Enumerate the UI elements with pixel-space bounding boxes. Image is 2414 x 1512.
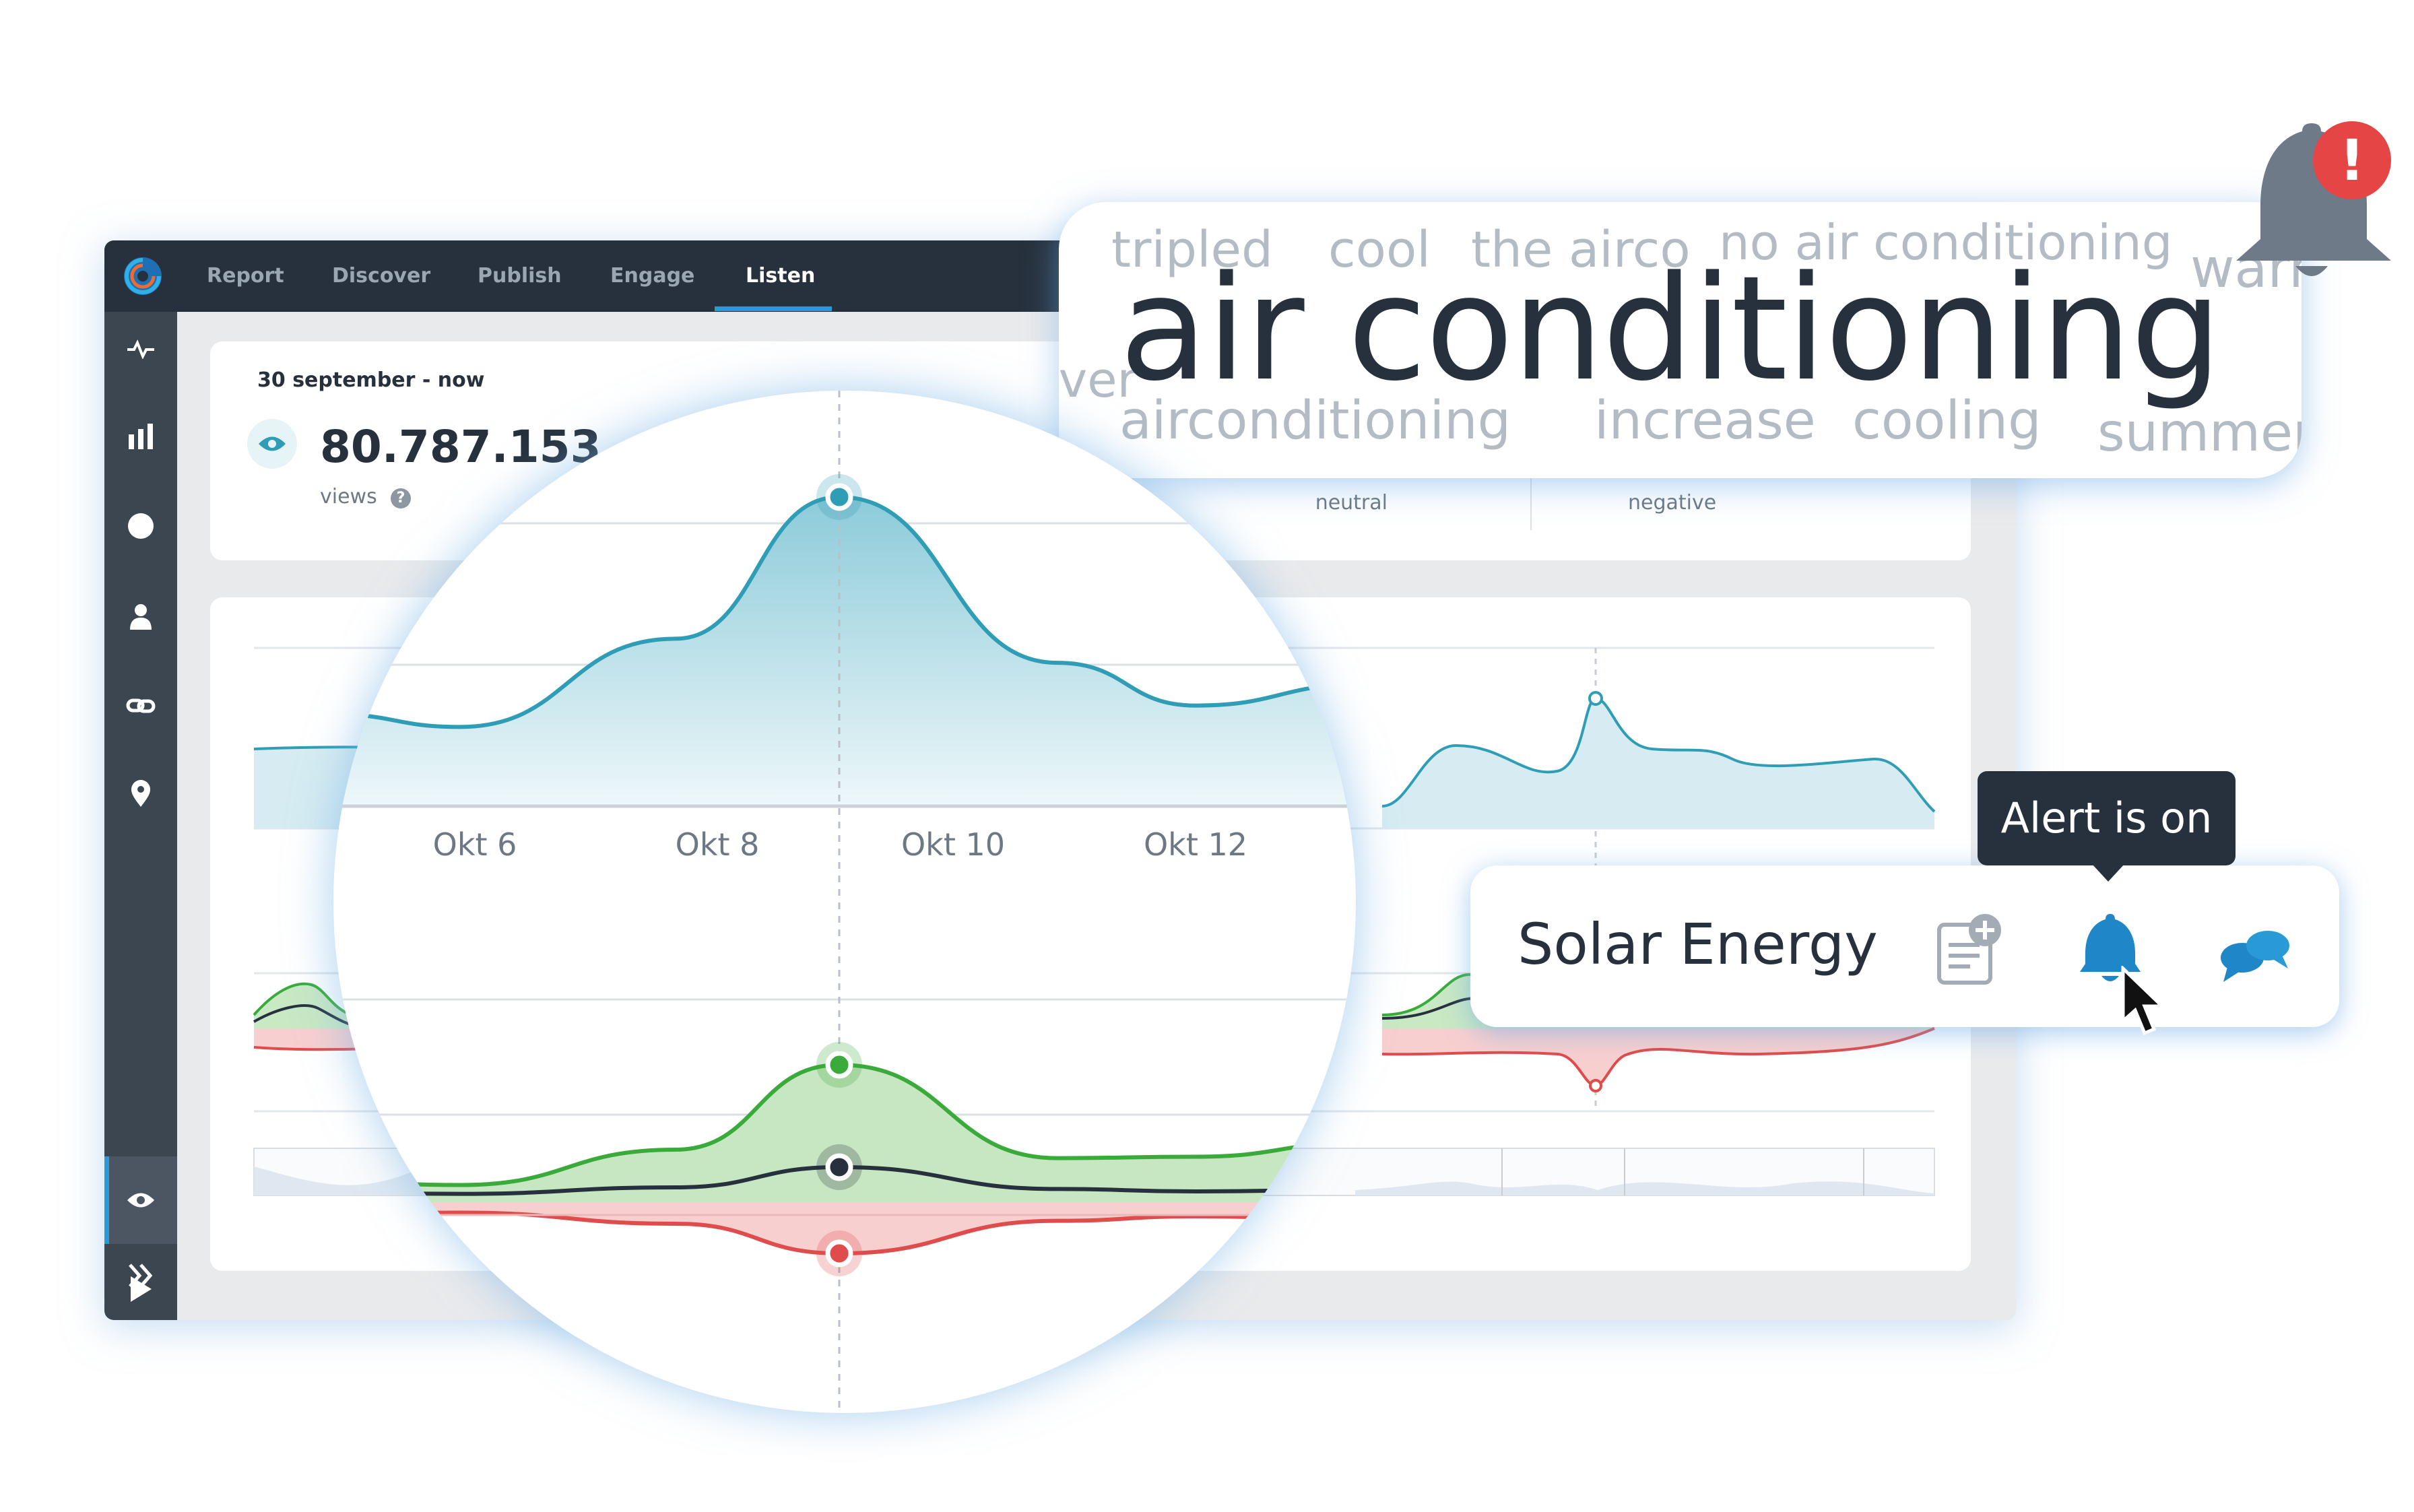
negative-point[interactable] xyxy=(1589,1079,1602,1092)
sidebar-item-audience[interactable] xyxy=(104,579,177,653)
bell-alert-icon[interactable]: ! xyxy=(2236,111,2405,286)
negative-area-left xyxy=(254,1028,372,1050)
double-chevron-right-icon[interactable] xyxy=(127,1261,157,1290)
topic-title: Solar Energy xyxy=(1518,911,1878,977)
neutral-line-left xyxy=(253,1004,366,1030)
cloud-term[interactable]: airconditioning xyxy=(1119,391,1511,451)
link-icon xyxy=(126,698,156,713)
chat-bubbles-icon[interactable] xyxy=(2218,923,2292,983)
timeline-area-left xyxy=(254,1150,466,1195)
magnified-chart: Okt 6 Okt 8 Okt 10 Okt 12 xyxy=(333,391,1356,1413)
views-point[interactable] xyxy=(1588,691,1603,706)
sidebar-item-listen[interactable] xyxy=(104,1156,177,1244)
negative-line-right xyxy=(1381,1027,1935,1088)
app-logo-icon[interactable] xyxy=(122,255,164,297)
mouse-pointer-icon xyxy=(2121,966,2167,1036)
sidebar-item-video[interactable] xyxy=(104,1252,177,1320)
help-icon[interactable]: ? xyxy=(391,488,411,508)
tab-engage[interactable]: Engage xyxy=(610,264,695,288)
tooltip-arrow xyxy=(2092,864,2124,882)
tab-discover[interactable]: Discover xyxy=(332,264,431,288)
sidebar-item-links[interactable] xyxy=(104,669,177,743)
x-tick-label: Okt 6 xyxy=(433,826,517,863)
tab-listen[interactable]: Listen xyxy=(746,264,816,288)
divider xyxy=(1530,456,1532,530)
sidebar-item-locations[interactable] xyxy=(104,756,177,830)
word-cloud-bubble: tripled cool the airco no air conditioni… xyxy=(1059,202,2302,478)
cloud-term[interactable]: increase xyxy=(1594,391,1816,451)
cloud-main-term[interactable]: air conditioning xyxy=(1119,245,2222,413)
positive-area xyxy=(333,1065,1356,1202)
date-range[interactable]: 30 september - now xyxy=(257,368,485,392)
bar-chart-icon xyxy=(129,424,153,449)
neutral-peak-point[interactable] xyxy=(825,1153,853,1181)
views-area-right xyxy=(1382,698,1934,828)
alert-badge-text: ! xyxy=(2339,127,2365,193)
tab-report[interactable]: Report xyxy=(207,264,284,288)
user-icon xyxy=(130,604,152,630)
eye-icon xyxy=(259,436,286,451)
bell-icon[interactable] xyxy=(2080,913,2141,987)
views-value: 80.787.153 xyxy=(320,421,601,473)
negative-area-right xyxy=(1382,1028,1934,1086)
chart-magnifier: Okt 6 Okt 8 Okt 10 Okt 12 xyxy=(333,391,1356,1413)
cloud-term[interactable]: cooling xyxy=(1852,391,2042,451)
alert-tooltip: Alert is on xyxy=(1978,771,2236,865)
sidebar-item-listen-icon-wrap xyxy=(104,1163,177,1237)
cloud-term[interactable]: cool xyxy=(1328,221,1431,279)
circle-icon xyxy=(128,513,154,539)
eye-icon xyxy=(127,1193,154,1208)
cloud-term[interactable]: fever xyxy=(1059,352,1138,408)
negative-peak-point[interactable] xyxy=(825,1239,853,1268)
play-icon xyxy=(131,1276,152,1302)
positive-line-left xyxy=(253,982,352,1016)
cloud-term[interactable]: tripled xyxy=(1111,221,1274,279)
views-badge xyxy=(247,419,297,469)
cloud-term[interactable]: no air conditioning xyxy=(1719,214,2173,271)
timeline-area-right xyxy=(1355,1181,1934,1195)
sidebar-item-content[interactable] xyxy=(104,489,177,563)
sidebar-item-stats[interactable] xyxy=(104,399,177,473)
x-tick-label: Okt 10 xyxy=(901,826,1005,863)
cloud-term[interactable]: summer xyxy=(2097,403,2302,463)
views-label: views xyxy=(320,485,377,508)
positive-peak-point[interactable] xyxy=(825,1051,853,1079)
views-peak-point[interactable] xyxy=(825,483,853,511)
cloud-term[interactable]: the airco xyxy=(1471,221,1691,279)
alert-badge xyxy=(2313,121,2391,199)
pulse-icon xyxy=(127,339,154,359)
sidebar xyxy=(104,312,177,1320)
views-line-right xyxy=(1381,696,1936,813)
tab-publish[interactable]: Publish xyxy=(478,264,562,288)
topic-card[interactable]: Solar Energy xyxy=(1470,865,2339,1027)
views-area xyxy=(333,496,1356,806)
sidebar-item-activity[interactable] xyxy=(104,312,177,386)
active-tab-indicator xyxy=(715,306,832,311)
x-tick-label: Okt 12 xyxy=(1144,826,1247,863)
x-tick-label: Okt 8 xyxy=(676,826,760,863)
location-pin-icon xyxy=(131,780,150,807)
add-note-icon[interactable] xyxy=(1935,911,2002,985)
sentiment-neutral-label: neutral xyxy=(1315,491,1388,515)
sentiment-negative-label: negative xyxy=(1628,491,1717,515)
